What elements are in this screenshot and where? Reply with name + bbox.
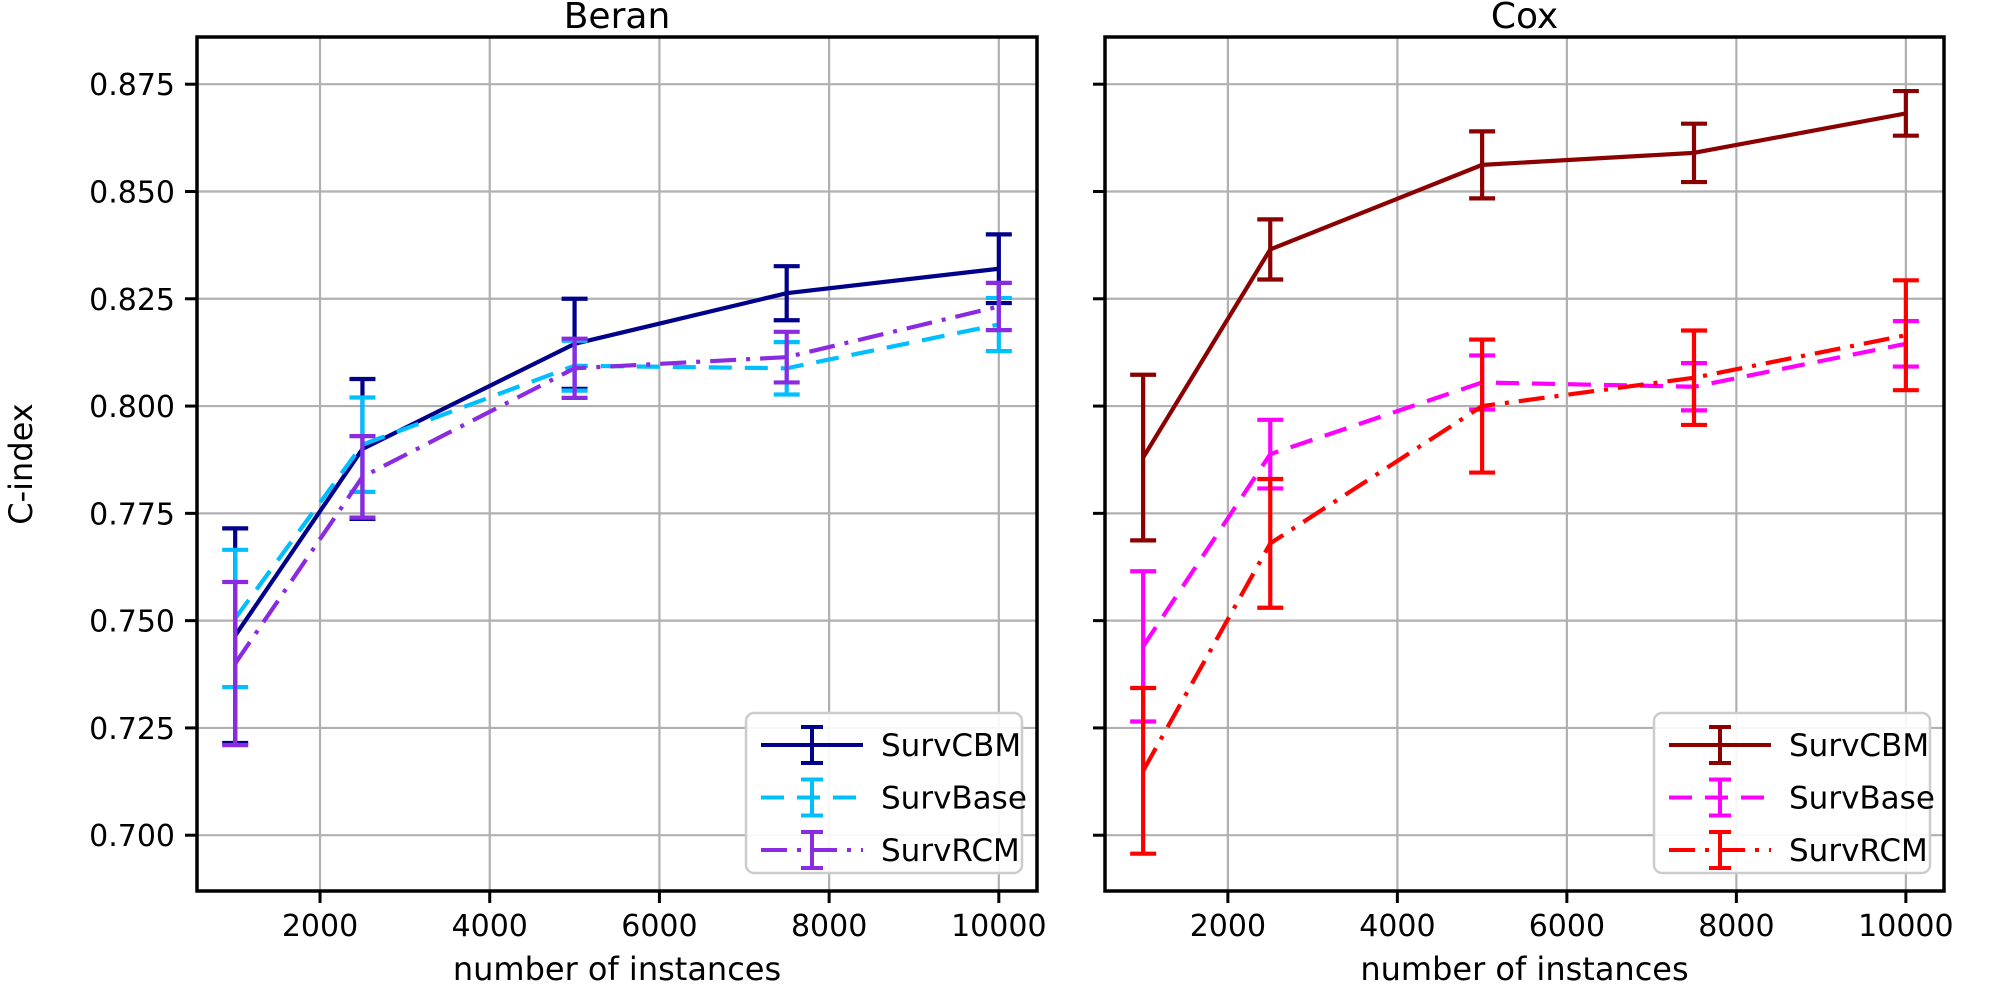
panel-cox: 2000 4000 6000 8000 10000 Cox number of instan… (1093, 0, 1954, 988)
legend-label: SurvBase (881, 781, 1027, 817)
error-bar (1892, 88, 1919, 138)
legend-item: SurvBase (1669, 777, 1935, 818)
x-tick-label: 6000 (1529, 909, 1605, 944)
series-line-survrcm (233, 304, 1000, 665)
x-tick-label: 10000 (1858, 909, 1953, 944)
error-bar (349, 434, 376, 520)
y-tick-label: 0.750 (89, 605, 175, 640)
error-bar (1469, 337, 1496, 475)
series-survrcm (222, 280, 1012, 748)
y-tick-label: 0.800 (89, 390, 175, 425)
series-line-survbase (1141, 341, 1907, 648)
series-line-survrcm (1141, 333, 1907, 772)
legend-label: SurvBase (1789, 781, 1935, 817)
plot-border (1103, 35, 1946, 893)
panel-beran: 2000 4000 6000 8000 10000 0.875 0.850 0.825 0.80… (2, 0, 1047, 988)
error-bar (1680, 328, 1707, 428)
x-tick-label: 4000 (1359, 909, 1435, 944)
error-bar (561, 336, 588, 401)
series-survcbm (222, 232, 1012, 746)
error-bar (1130, 685, 1157, 856)
legend-label: SurvRCM (881, 833, 1020, 869)
legend-item: SurvCBM (761, 725, 1021, 765)
x-axis-label: number of instances (1360, 950, 1688, 988)
x-tick-label: 6000 (621, 909, 697, 944)
x-tick-label: 2000 (282, 909, 358, 944)
x-tick-label: 8000 (791, 909, 867, 944)
series-survbase (222, 295, 1012, 690)
legend-label: SurvRCM (1789, 833, 1928, 869)
error-bar (1130, 372, 1157, 543)
y-tick-label: 0.700 (89, 819, 175, 854)
legend: SurvCBM SurvBase SurvRCM (744, 711, 1027, 875)
x-axis-label: number of instances (453, 950, 781, 988)
legend-item: SurvRCM (761, 830, 1020, 870)
error-bar (1892, 278, 1919, 393)
x-tick-label: 10000 (951, 909, 1046, 944)
series-survcbm (1130, 88, 1919, 543)
legend-label: SurvCBM (1789, 728, 1929, 764)
error-bar (1680, 121, 1707, 185)
legend-label: SurvCBM (881, 728, 1021, 764)
error-bar (222, 579, 249, 748)
x-tick-label: 2000 (1190, 909, 1266, 944)
panel-title: Cox (1491, 0, 1558, 37)
legend-item: SurvRCM (1669, 830, 1928, 870)
error-bar (773, 329, 800, 385)
series-line-survcbm (233, 266, 1000, 637)
error-bar (1469, 129, 1496, 201)
y-tick-label: 0.775 (89, 497, 175, 532)
legend: SurvCBM SurvBase SurvRCM (1652, 711, 1935, 875)
legend-item: SurvBase (761, 777, 1027, 818)
legend-item: SurvCBM (1669, 725, 1929, 765)
error-bar (1257, 476, 1284, 610)
y-tick-label: 0.875 (89, 68, 175, 103)
error-bar (773, 264, 800, 323)
y-tick-label: 0.825 (89, 283, 175, 318)
x-tick-label: 8000 (1698, 909, 1774, 944)
series-line-survbase (233, 322, 1000, 620)
y-axis-label: C-index (2, 403, 40, 524)
plot-border (195, 35, 1039, 893)
x-tick-label: 4000 (452, 909, 528, 944)
y-tick-label: 0.725 (89, 712, 175, 747)
y-tick-label: 0.850 (89, 175, 175, 210)
error-bar (985, 280, 1012, 333)
series-survbase (1130, 318, 1919, 724)
series-survrcm (1130, 278, 1919, 856)
error-bar (1257, 217, 1284, 282)
panel-title: Beran (564, 0, 671, 37)
